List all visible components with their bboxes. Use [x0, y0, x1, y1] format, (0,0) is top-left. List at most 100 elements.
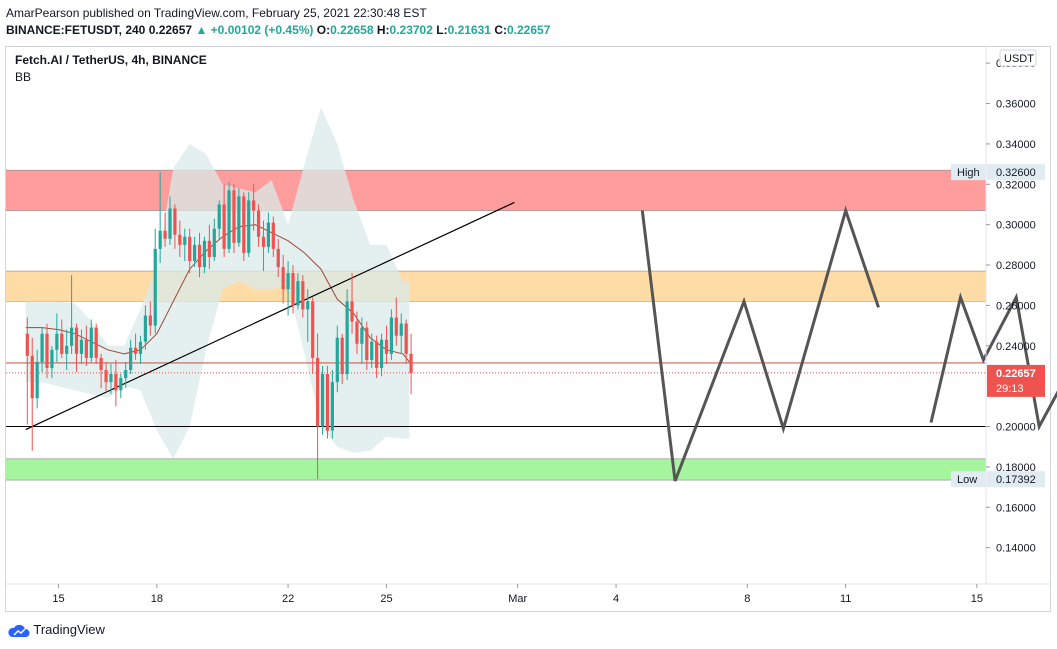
time-tick-label: 25	[380, 593, 392, 605]
candle-body-5	[50, 349, 54, 368]
candle-body-77	[404, 323, 408, 354]
candle-body-41	[227, 190, 231, 249]
low-mark-price: 0.17392	[996, 474, 1036, 486]
price-tick-label: 0.28000	[996, 260, 1036, 272]
candles-layer	[25, 172, 413, 480]
legend-indicator: BB	[15, 70, 31, 84]
candle-body-47	[256, 210, 261, 237]
candle-body-78	[409, 353, 413, 373]
candle-body-29	[168, 208, 172, 239]
candle-body-45	[247, 200, 251, 253]
price-tick-label: 0.24000	[996, 341, 1036, 353]
candle-body-14	[94, 327, 98, 358]
candle-body-26	[153, 248, 157, 326]
lines-layer	[6, 201, 986, 431]
price-tick-label: 0.32000	[996, 179, 1036, 191]
time-tick-label: 18	[151, 593, 163, 605]
candle-body-53	[286, 273, 290, 290]
candle-body-9	[70, 327, 74, 346]
tradingview-cloud-icon	[8, 624, 30, 637]
header-line-1: AmarPearson published on TradingView.com…	[6, 6, 427, 20]
candle-body-7	[60, 333, 64, 354]
high-mark-label: High	[957, 167, 980, 179]
candle-body-42	[232, 190, 236, 243]
candle-body-76	[399, 323, 403, 336]
candle-body-59	[316, 357, 320, 427]
time-tick-label: Mar	[508, 593, 527, 605]
open-label: O:	[316, 23, 331, 37]
candle-body-13	[89, 327, 93, 358]
candle-body-61	[325, 374, 330, 431]
close-value: 0.22657	[506, 23, 551, 37]
candle-body-16	[104, 370, 108, 383]
candle-body-20	[124, 370, 128, 379]
candle-body-10	[74, 327, 79, 354]
price-tick-label: 0.14000	[996, 543, 1036, 555]
candle-body-52	[281, 267, 285, 290]
candle-body-15	[99, 357, 103, 371]
candle-body-28	[163, 230, 167, 239]
candle-body-75	[394, 317, 398, 336]
candle-body-72	[379, 339, 384, 368]
publish-info: AmarPearson published on TradingView.com…	[6, 6, 427, 20]
candle-body-58	[311, 301, 315, 358]
candle-body-35	[197, 244, 202, 268]
zone-resistance	[6, 170, 986, 211]
low-mark-label: Low	[957, 474, 977, 486]
candle-body-56	[301, 281, 305, 310]
high-mark-price-bg	[987, 164, 1045, 181]
high-label: H:	[376, 23, 390, 37]
tradingview-brand[interactable]: TradingView	[8, 622, 105, 638]
candle-body-38	[212, 228, 216, 257]
candle-body-46	[252, 200, 256, 211]
candle-body-17	[109, 374, 113, 383]
time-tick-label: 11	[840, 593, 851, 605]
candle-body-48	[261, 236, 266, 247]
candle-body-43	[237, 196, 241, 243]
price-tick-label: 0.16000	[996, 502, 1036, 514]
candle-body-37	[207, 240, 211, 257]
legend-title: Fetch.AI / TetherUS, 4h, BINANCE	[15, 53, 207, 67]
candle-body-33	[188, 236, 192, 261]
up-triangle-icon: ▲	[195, 23, 208, 37]
time-tick-label: 15	[971, 593, 983, 605]
candle-body-6	[55, 333, 59, 350]
projection-path-1	[929, 292, 1057, 431]
candle-body-8	[65, 345, 69, 354]
candle-body-22	[133, 347, 138, 354]
time-tick-label: 15	[52, 593, 64, 605]
candle-body-39	[217, 204, 221, 229]
candle-body-11	[79, 339, 84, 354]
candle-body-25	[148, 315, 152, 326]
candle-body-69	[365, 327, 369, 360]
candle-body-54	[291, 273, 295, 306]
candle-body-4	[45, 333, 49, 368]
candle-body-30	[173, 208, 177, 235]
candle-body-73	[384, 339, 389, 354]
open-value: 0.22658	[330, 23, 374, 37]
price-tick-label: 0.20000	[996, 422, 1036, 434]
candle-body-49	[266, 222, 270, 247]
candle-body-60	[320, 374, 325, 427]
candle-body-40	[222, 204, 226, 249]
time-tick-label: 4	[613, 593, 619, 605]
candle-body-12	[84, 339, 88, 358]
candle-body-50	[271, 222, 275, 249]
candle-body-74	[389, 317, 393, 354]
candle-body-64	[340, 337, 344, 375]
close-label: C:	[494, 23, 507, 37]
candle-body-67	[355, 321, 359, 344]
low-mark-label-bg	[951, 471, 986, 488]
candle-body-44	[242, 196, 246, 253]
chart-frame[interactable]	[5, 46, 1051, 612]
low-mark-price-bg	[987, 471, 1045, 488]
low-label: L:	[436, 23, 448, 37]
high-mark-price: 0.32600	[996, 167, 1036, 179]
candle-body-65	[345, 301, 349, 375]
last-price: 0.22657	[148, 23, 193, 37]
candle-body-71	[375, 341, 379, 368]
candle-body-24	[143, 315, 147, 342]
candle-body-21	[129, 347, 133, 371]
price-tick-label: 0.30000	[996, 220, 1036, 232]
